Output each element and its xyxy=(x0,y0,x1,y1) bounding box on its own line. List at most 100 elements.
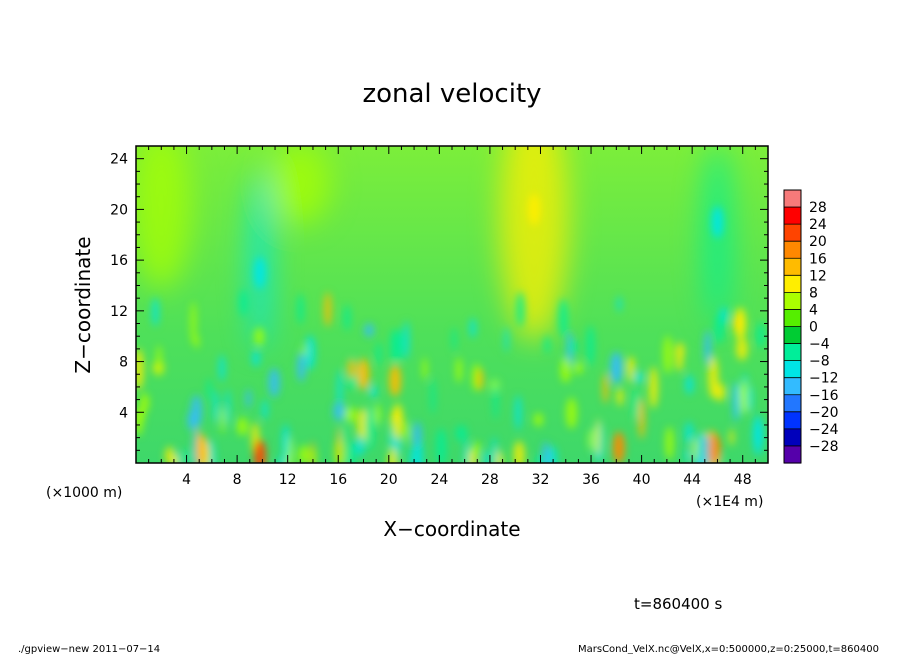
field-cell xyxy=(754,421,764,447)
field-cell xyxy=(282,423,290,461)
field-cell xyxy=(736,337,748,361)
colorbar-swatch xyxy=(784,360,801,379)
field-cell xyxy=(514,394,522,431)
field-cell xyxy=(729,429,734,446)
field-cell xyxy=(708,356,719,399)
field-cell xyxy=(422,357,428,381)
field-feature xyxy=(253,439,266,463)
field-cell xyxy=(492,380,498,420)
field-cell xyxy=(483,450,490,463)
field-cell xyxy=(298,445,310,463)
field-cell xyxy=(251,350,261,367)
field-cell xyxy=(430,378,436,415)
x-tick-label: 12 xyxy=(279,472,297,488)
field-cell xyxy=(732,382,739,422)
field-cell xyxy=(684,447,691,463)
colorbar-label: −4 xyxy=(809,337,830,353)
x-tick-label: 4 xyxy=(182,472,191,488)
field-cell xyxy=(186,448,192,463)
field-cell xyxy=(374,403,381,426)
field-cell xyxy=(139,393,150,413)
field-cell xyxy=(544,335,551,354)
x-tick-label: 36 xyxy=(582,472,600,488)
field-cell xyxy=(404,420,410,443)
field-feature xyxy=(612,431,625,463)
field-cell xyxy=(756,322,766,349)
colorbar-label: −16 xyxy=(809,388,839,404)
colorbar-swatch xyxy=(784,190,801,208)
field-cell xyxy=(649,366,659,409)
field-cell xyxy=(595,418,601,457)
x-unit-right: (×1E4 m) xyxy=(696,494,763,510)
field-cell xyxy=(403,320,410,360)
field-cell xyxy=(137,407,145,424)
colorbar-swatch xyxy=(784,241,801,259)
chart-title: zonal velocity xyxy=(362,79,541,109)
field-feature xyxy=(711,206,724,239)
field-cell xyxy=(297,293,304,325)
field-cell xyxy=(218,354,226,382)
field-cell xyxy=(533,412,544,427)
field-feature xyxy=(357,358,370,391)
colorbar-swatch xyxy=(784,309,801,328)
field-cell xyxy=(156,345,162,377)
colorbar-label: −28 xyxy=(809,439,839,455)
field-cell xyxy=(684,421,694,445)
x-axis: 4 8 12 16 20 24 28 32 36 40 44 48 xyxy=(148,146,756,488)
field-cell xyxy=(225,388,231,425)
x-tick-label: 16 xyxy=(329,472,347,488)
field-cell xyxy=(675,352,683,372)
field-cell xyxy=(395,329,404,362)
y-tick-label: 8 xyxy=(119,355,128,371)
field-cell xyxy=(513,440,525,463)
field-cell xyxy=(343,304,351,332)
colorbar-swatch xyxy=(784,224,801,242)
colorbar-label: 4 xyxy=(809,302,818,318)
field-cell xyxy=(387,447,398,463)
field-cell xyxy=(739,381,749,414)
colorbar-label: −8 xyxy=(809,354,830,370)
field-cell xyxy=(633,371,644,384)
y-axis: 4 8 12 16 20 24 xyxy=(110,152,768,451)
colorbar-label: 16 xyxy=(809,251,827,267)
x-tick-label: 32 xyxy=(532,472,550,488)
x-axis-label: X−coordinate xyxy=(383,517,520,541)
field-cell xyxy=(703,330,712,365)
x-unit-left: (×1000 m) xyxy=(46,485,122,501)
field-cell xyxy=(632,388,639,421)
x-tick-label: 44 xyxy=(683,472,701,488)
footer-left: ./gpview−new 2011−07−14 xyxy=(18,644,160,654)
field-cell xyxy=(369,384,377,399)
field-cell xyxy=(177,449,183,463)
field-cell xyxy=(565,397,578,429)
field-cell xyxy=(685,374,694,395)
field-feature xyxy=(195,434,208,463)
field-cell xyxy=(356,407,368,444)
field-cell xyxy=(245,389,252,408)
field-cell xyxy=(277,456,286,463)
colorbar-label: 20 xyxy=(809,234,827,250)
colorbar-swatch xyxy=(784,394,801,413)
field-cell xyxy=(190,395,203,428)
x-tick-label: 28 xyxy=(481,472,499,488)
colorbar-swatch xyxy=(784,445,801,464)
colorbar-label: 28 xyxy=(809,200,827,216)
colorbar-swatch xyxy=(784,343,801,362)
field-feature xyxy=(708,434,721,463)
field-cell xyxy=(515,291,525,328)
field-cell xyxy=(492,436,497,463)
x-tick-label: 24 xyxy=(430,472,448,488)
field-cell xyxy=(206,378,212,401)
field-cell xyxy=(714,313,725,344)
field-cell xyxy=(195,335,200,349)
colorbar-label: 8 xyxy=(809,285,818,301)
field-cell xyxy=(336,426,341,463)
field-cell xyxy=(239,289,248,317)
field-cell xyxy=(574,361,583,375)
colorbar-swatch xyxy=(784,258,801,276)
field-cell xyxy=(472,441,481,457)
field-cell xyxy=(136,348,144,390)
field-cell xyxy=(638,397,646,440)
field-cell xyxy=(375,341,382,365)
field-cell xyxy=(665,426,674,460)
